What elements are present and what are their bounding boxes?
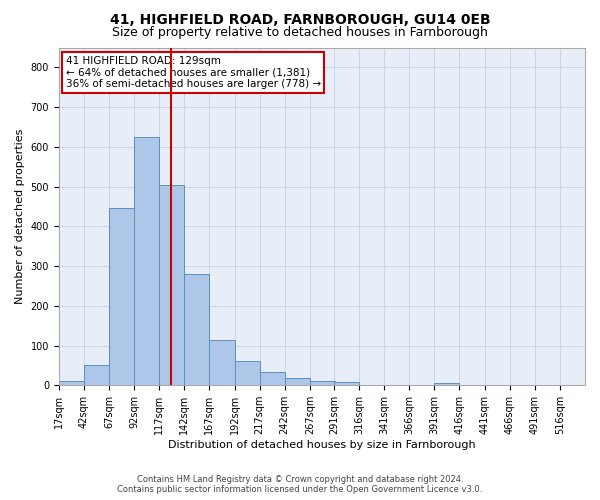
Bar [434,384,460,386]
Bar [285,378,310,386]
Bar [235,360,260,386]
Bar [134,137,159,386]
Y-axis label: Number of detached properties: Number of detached properties [15,128,25,304]
Bar [59,382,84,386]
Text: 41, HIGHFIELD ROAD, FARNBOROUGH, GU14 0EB: 41, HIGHFIELD ROAD, FARNBOROUGH, GU14 0E… [110,12,490,26]
X-axis label: Distribution of detached houses by size in Farnborough: Distribution of detached houses by size … [168,440,476,450]
Bar [184,274,209,386]
Bar [84,366,109,386]
Bar [209,340,235,386]
Bar [159,184,184,386]
Bar [260,372,285,386]
Text: Size of property relative to detached houses in Farnborough: Size of property relative to detached ho… [112,26,488,39]
Text: Contains HM Land Registry data © Crown copyright and database right 2024.
Contai: Contains HM Land Registry data © Crown c… [118,474,482,494]
Text: 41 HIGHFIELD ROAD: 129sqm
← 64% of detached houses are smaller (1,381)
36% of se: 41 HIGHFIELD ROAD: 129sqm ← 64% of detac… [65,56,321,89]
Bar [109,208,134,386]
Bar [310,382,335,386]
Bar [334,382,359,386]
